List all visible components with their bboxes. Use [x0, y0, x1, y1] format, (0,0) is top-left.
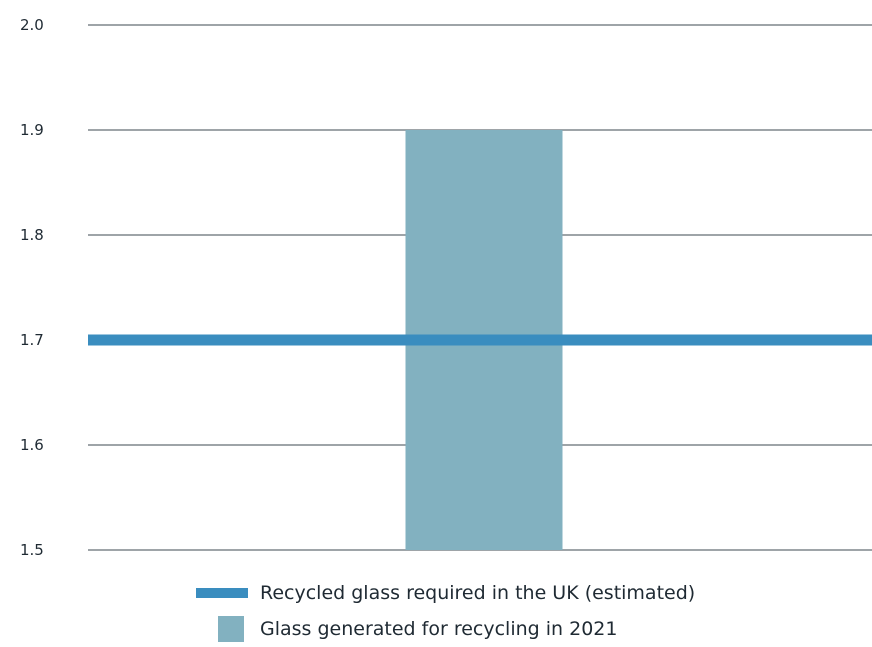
- y-tick-label: 1.6: [20, 436, 44, 454]
- y-tick-label: 1.5: [20, 541, 44, 559]
- y-axis-tick-labels: 1.5 1.6 1.7 1.8 1.9 2.0: [20, 16, 44, 559]
- legend-item-required: Recycled glass required in the UK (estim…: [196, 575, 695, 611]
- y-tick-label: 1.9: [20, 121, 44, 139]
- legend-swatch-box: [218, 616, 244, 642]
- chart-svg: 1.5 1.6 1.7 1.8 1.9 2.0: [20, 16, 872, 559]
- legend-label-required: Recycled glass required in the UK (estim…: [260, 582, 696, 604]
- legend: Recycled glass required in the UK (estim…: [196, 575, 695, 647]
- y-tick-label: 2.0: [20, 16, 44, 34]
- legend-item-generated: Glass generated for recycling in 2021: [196, 611, 695, 647]
- legend-swatch-line: [196, 588, 248, 598]
- y-tick-label: 1.7: [20, 331, 44, 349]
- legend-label-generated: Glass generated for recycling in 2021: [260, 618, 618, 640]
- y-tick-label: 1.8: [20, 226, 44, 244]
